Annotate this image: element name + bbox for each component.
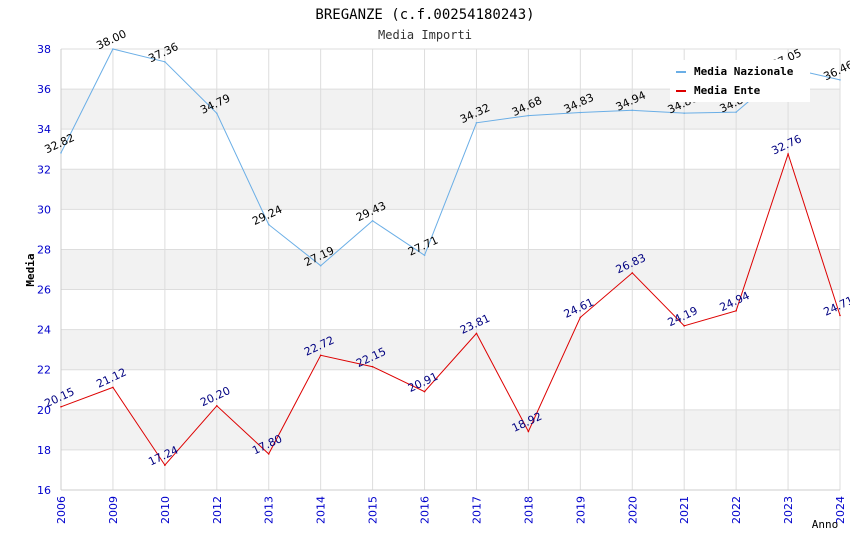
y-tick-label: 22: [37, 364, 51, 377]
data-label: 24.19: [666, 304, 700, 329]
data-point: [839, 314, 841, 317]
x-tick-label: 2019: [574, 496, 587, 524]
data-point: [423, 254, 426, 257]
data-point: [579, 316, 582, 319]
data-label: 20.15: [42, 385, 76, 410]
y-tick-label: 32: [37, 163, 51, 176]
data-point: [319, 264, 322, 267]
chart-subtitle: Media Importi: [378, 28, 472, 42]
data-point: [319, 354, 322, 357]
data-point: [631, 272, 634, 274]
x-tick-label: 2021: [678, 496, 691, 524]
data-label: 36.46: [821, 58, 850, 83]
x-tick-label: 2009: [107, 496, 120, 524]
data-point: [60, 152, 62, 154]
x-tick-label: 2020: [626, 496, 639, 524]
y-tick-label: 24: [37, 324, 51, 337]
x-tick-label: 2012: [211, 496, 224, 524]
x-tick-label: 2022: [730, 496, 743, 524]
x-tick-label: 2010: [159, 496, 172, 524]
data-point: [371, 365, 374, 368]
data-point: [164, 464, 166, 466]
data-point: [579, 111, 582, 114]
data-point: [475, 332, 478, 335]
y-tick-label: 34: [37, 123, 51, 136]
series-line-ente: [60, 152, 841, 466]
grid-band: [61, 409, 840, 450]
x-axis-label: Anno: [812, 518, 839, 531]
data-point: [683, 325, 685, 327]
data-point: [216, 405, 218, 407]
data-point: [631, 109, 634, 112]
grid-lines: [60, 48, 841, 491]
data-point: [216, 112, 218, 115]
data-label: 24.71: [821, 294, 850, 319]
grid-band: [61, 249, 840, 290]
data-label: 32.76: [770, 132, 804, 157]
data-point: [60, 406, 62, 408]
data-point: [267, 453, 270, 455]
background-bands: [61, 89, 840, 450]
data-point: [267, 223, 270, 226]
legend-label-ente: Media Ente: [694, 84, 761, 97]
legend-label-nazionale: Media Nazionale: [694, 65, 794, 78]
data-label: 20.20: [198, 384, 232, 409]
x-tick-label: 2016: [419, 496, 432, 524]
x-tick-label: 2024: [834, 496, 847, 524]
data-point: [164, 61, 166, 63]
y-tick-label: 26: [37, 284, 51, 297]
data-label: 24.94: [718, 289, 752, 314]
legend: Media Nazionale Media Ente: [670, 60, 810, 102]
data-point: [527, 114, 530, 117]
series-line-nazionale: [60, 48, 841, 267]
y-axis-label: Media: [24, 253, 37, 286]
data-point: [735, 309, 737, 312]
data-point: [112, 48, 114, 50]
x-tick-label: 2017: [470, 496, 483, 524]
data-point: [527, 430, 530, 433]
data-point: [683, 112, 685, 114]
x-tick-label: 2014: [315, 496, 328, 524]
x-tick-label: 2015: [367, 496, 380, 524]
x-tick-label: 2018: [522, 496, 535, 524]
y-tick-label: 28: [37, 243, 51, 256]
data-label: 24.61: [562, 296, 596, 321]
y-tick-label: 18: [37, 444, 51, 457]
x-tick-label: 2023: [782, 496, 795, 524]
data-point: [423, 390, 426, 393]
y-tick-label: 20: [37, 404, 51, 417]
y-tick-label: 38: [37, 43, 51, 56]
chart-title: BREGANZE (c.f.00254180243): [315, 7, 534, 23]
x-tick-label: 2006: [55, 496, 68, 524]
data-point: [787, 153, 789, 155]
data-point: [735, 111, 737, 113]
data-point: [371, 219, 374, 222]
y-tick-label: 36: [37, 83, 51, 96]
x-tick-label: 2013: [263, 496, 276, 524]
data-point: [112, 386, 114, 389]
y-tick-label: 16: [37, 484, 51, 497]
data-point: [839, 79, 841, 81]
grid-band: [61, 329, 840, 370]
data-point: [475, 121, 478, 124]
legend-box: [670, 60, 810, 102]
y-tick-label: 30: [37, 203, 51, 216]
series-group: [60, 48, 841, 466]
